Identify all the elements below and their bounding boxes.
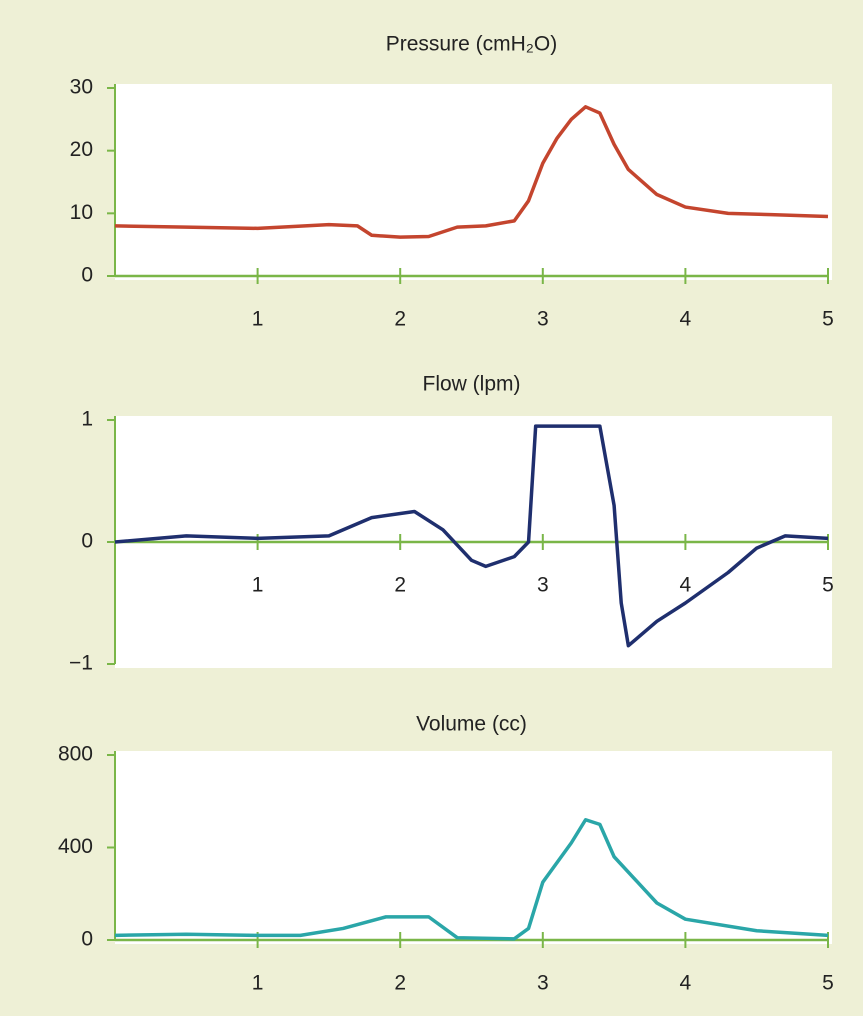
data-line	[114, 424, 829, 648]
x-tick-label: 2	[394, 972, 406, 995]
y-tick-label: 800	[58, 743, 93, 766]
chart-title: Flow (lpm)	[423, 373, 521, 396]
x-tick-label: 1	[252, 308, 264, 331]
y-tick-label: 400	[58, 835, 93, 858]
x-tick-label: 4	[680, 308, 692, 331]
x-tick-label: 3	[537, 972, 549, 995]
x-tick-label: 5	[822, 308, 834, 331]
x-tick-label: 3	[537, 308, 549, 331]
x-tick-label: 4	[680, 574, 692, 597]
x-tick-label: 2	[394, 308, 406, 331]
x-tick-label: 1	[252, 972, 264, 995]
x-tick-label: 1	[252, 574, 264, 597]
y-tick-label: 1	[81, 408, 93, 431]
chart-title: Volume (cc)	[416, 713, 527, 736]
y-tick-label: 20	[70, 138, 93, 161]
x-tick-label: 4	[680, 972, 692, 995]
x-tick-label: 2	[394, 574, 406, 597]
y-tick-label: 10	[70, 201, 93, 224]
y-tick-label: 30	[70, 76, 93, 99]
x-tick-label: 3	[537, 574, 549, 597]
y-tick-label: −1	[69, 652, 93, 675]
x-tick-label: 5	[822, 972, 834, 995]
data-line	[114, 105, 829, 239]
y-tick-label: 0	[81, 264, 93, 287]
data-line	[114, 818, 829, 941]
plot-area	[115, 751, 832, 944]
x-tick-label: 5	[822, 574, 834, 597]
chart-title: Pressure (cmH₂O)	[386, 33, 558, 56]
y-tick-label: 0	[81, 530, 93, 553]
plot-area	[115, 84, 832, 280]
y-tick-label: 0	[81, 928, 93, 951]
